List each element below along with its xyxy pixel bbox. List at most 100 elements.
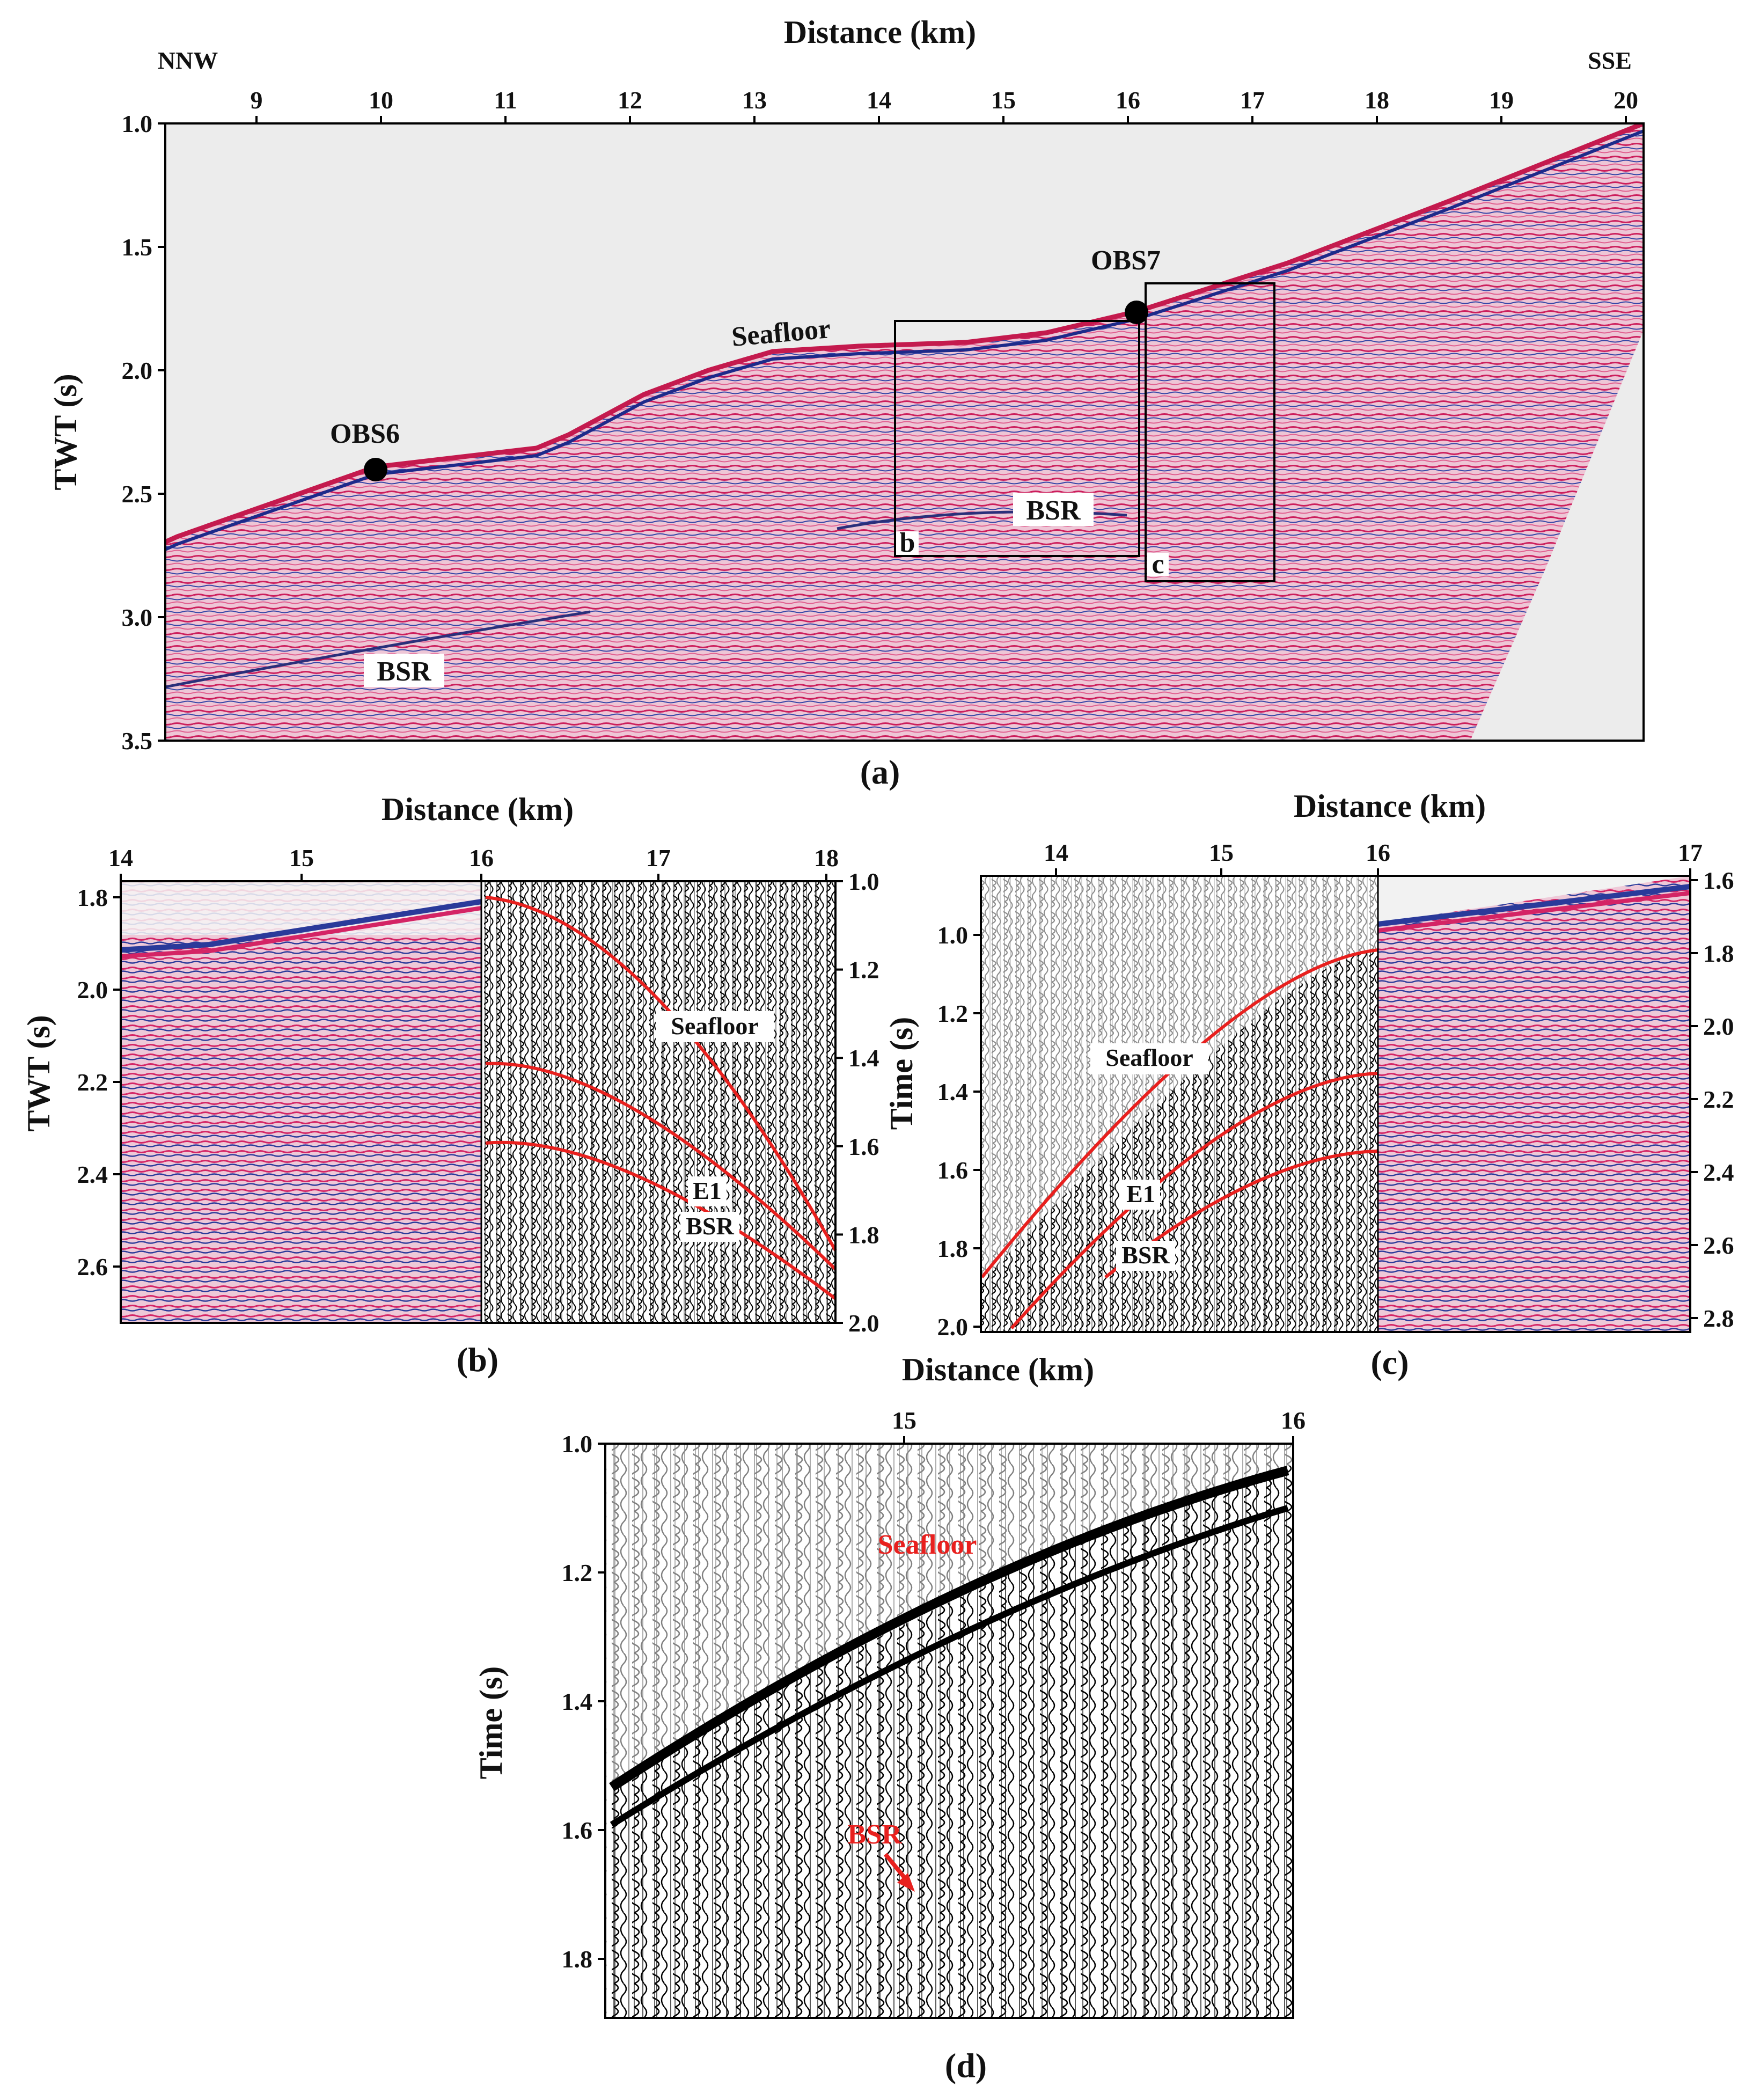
panel-a-bsr-deep-label-bg (364, 654, 444, 687)
c-yleft-tick-label: 1.4 (937, 1078, 969, 1106)
a-xticks-tick-label: 18 (1365, 86, 1389, 114)
panel-c-x-title: Distance (km) (1294, 788, 1486, 824)
d-yticks-tick-label: 1.6 (562, 1817, 593, 1844)
c-xticks-tick-label: 16 (1366, 839, 1390, 866)
panel-c-x-ticks: 14 15 16 17 (1044, 839, 1703, 876)
panel-a-y-ticks: 1.0 1.5 2.0 2.5 3.0 3.5 (122, 110, 165, 755)
c-xticks-tick-label: 17 (1678, 839, 1703, 866)
panel-c-y-title: Time (s) (884, 1017, 919, 1130)
b-yleft-tick-label: 2.0 (77, 976, 108, 1004)
panel-b-seafloor-curve (485, 896, 837, 1252)
panel-c-seafloor-reflector (1377, 884, 1691, 927)
b-yright-tick-label: 1.2 (848, 956, 879, 984)
b-xticks-tick-label: 14 (108, 844, 133, 872)
c-xticks-tick-label: 14 (1044, 839, 1068, 866)
panel-a-box-b-label-bg (896, 531, 919, 555)
a-xticks-tick-label: 14 (867, 86, 891, 114)
a-yticks-tick-label: 3.5 (122, 727, 153, 755)
panel-c-y-right-ticks: 1.6 1.8 2.0 2.2 2.4 2.6 2.8 (1690, 867, 1734, 1332)
a-xticks-tick-label: 12 (618, 86, 642, 114)
panel-b-bsr-label: BSR (686, 1212, 734, 1240)
panel-b-seafloor-reflector (120, 899, 482, 953)
c-yleft-tick-label: 1.0 (937, 921, 969, 949)
panel-d-x-ticks: 15 16 (892, 1407, 1306, 1444)
panel-d-bsr-label: BSR (847, 1819, 903, 1850)
panel-b-e1-curve (485, 1062, 837, 1271)
panel-a-seafloor-reflector-2 (165, 129, 1644, 551)
a-xticks-tick-label: 20 (1614, 86, 1638, 114)
a-xticks-tick-label: 16 (1116, 86, 1140, 114)
panel-d-seafloor-arrival (609, 1466, 1289, 1791)
panel-c-seafloor-label: Seafloor (1105, 1044, 1193, 1071)
obs6-marker (364, 458, 387, 481)
panel-c-bsr-label: BSR (1121, 1241, 1170, 1269)
panel-a-bsr-deep-reflector (165, 610, 591, 689)
b-xticks-tick-label: 18 (814, 844, 839, 872)
c-yleft-tick-label: 2.0 (937, 1313, 969, 1341)
panel-b-y-left-ticks: 1.8 2.0 2.2 2.4 2.6 (77, 884, 121, 1281)
c-yright-tick-label: 2.2 (1703, 1086, 1734, 1113)
panel-a-x-title: Distance (km) (784, 14, 976, 50)
panel-c-e1-label-bg (1121, 1180, 1160, 1210)
a-xticks-tick-label: 9 (251, 86, 263, 114)
c-yright-tick-label: 2.6 (1703, 1232, 1734, 1259)
c-yleft-tick-label: 1.2 (937, 1000, 969, 1027)
b-xticks-tick-label: 15 (289, 844, 314, 872)
panel-c-e1-curve (1010, 1072, 1378, 1329)
panel-c-caption: (c) (1370, 1343, 1409, 1381)
c-xticks-tick-label: 15 (1209, 839, 1234, 866)
d-yticks-tick-label: 1.2 (562, 1559, 593, 1586)
panel-a-seismic-section (165, 123, 1644, 741)
d-xticks-tick-label: 15 (892, 1407, 916, 1434)
d-xticks-tick-label: 16 (1281, 1407, 1306, 1434)
panel-b-y-title: TWT (s) (21, 1015, 56, 1131)
c-yright-tick-label: 2.0 (1703, 1013, 1734, 1040)
panel-a-box-b (894, 320, 1140, 557)
c-yright-tick-label: 1.8 (1703, 940, 1734, 967)
panel-b: Seafloor E1 BSR 14 15 16 17 18 1.8 2.0 2.2 2.4 2… (21, 792, 879, 1379)
a-yticks-tick-label: 2.5 (122, 480, 153, 508)
panel-a-frame (164, 122, 1645, 742)
panel-b-y-right-ticks: 1.0 1.2 1.4 1.6 1.8 2.0 (835, 868, 879, 1337)
b-yright-tick-label: 1.4 (848, 1044, 879, 1072)
panel-a-x-ticks: 9 10 11 12 13 14 15 16 17 18 19 20 (251, 86, 1638, 123)
panel-a-bsr-mid-label-bg (1013, 493, 1094, 526)
panel-c-gather-water (981, 876, 1378, 1283)
panel-c-seafloor-curve (980, 948, 1378, 1278)
b-yleft-tick-label: 1.8 (77, 884, 108, 911)
panel-a-box-c-label-bg (1147, 553, 1169, 576)
b-yleft-tick-label: 2.4 (77, 1161, 108, 1188)
panel-d-caption: (d) (945, 2046, 987, 2084)
c-yright-tick-label: 1.6 (1703, 867, 1734, 894)
a-yticks-tick-label: 3.0 (122, 604, 153, 631)
obs7-marker (1125, 301, 1148, 324)
panel-a-box-c (1145, 282, 1275, 582)
d-yticks-tick-label: 1.0 (562, 1430, 593, 1458)
panel-a-direction-left: NNW (158, 47, 218, 74)
panel-a-caption: (a) (860, 753, 900, 791)
panel-a-box-b-label: b (900, 528, 915, 558)
panel-b-e1-label-bg (688, 1176, 727, 1206)
panel-c-bsr-label-bg (1116, 1241, 1175, 1271)
panel-b-seafloor-label: Seafloor (671, 1012, 759, 1040)
panel-b-x-title: Distance (km) (382, 792, 574, 827)
panel-d-y-ticks: 1.0 1.2 1.4 1.6 1.8 (562, 1430, 605, 1973)
obs7-label: OBS7 (1091, 245, 1161, 276)
panel-c: Seafloor E1 BSR 14 15 16 17 1.0 1.2 1.4 1.6 1.8… (884, 788, 1734, 1381)
panel-d: Seafloor BSR 15 16 1.01.21.41.61.8 Distan… (473, 1352, 1306, 2084)
c-yleft-tick-label: 1.6 (937, 1157, 969, 1184)
panel-b-caption: (b) (457, 1341, 498, 1379)
b-yright-tick-label: 1.0 (848, 868, 879, 895)
b-xticks-tick-label: 16 (469, 844, 494, 872)
panel-d-frame (604, 1443, 1294, 2019)
b-yright-tick-label: 2.0 (848, 1309, 879, 1337)
panel-d-y-title: Time (s) (473, 1666, 509, 1780)
panel-b-bsr-label-bg (680, 1212, 739, 1242)
panel-a-direction-right: SSE (1588, 47, 1632, 74)
panel-a-bsr-mid-label: BSR (1026, 495, 1081, 526)
panel-c-seismic-section (1378, 876, 1690, 1332)
c-yleft-tick-label: 1.8 (937, 1235, 969, 1262)
b-yright-tick-label: 1.6 (848, 1133, 879, 1160)
b-yright-tick-label: 1.8 (848, 1221, 879, 1248)
